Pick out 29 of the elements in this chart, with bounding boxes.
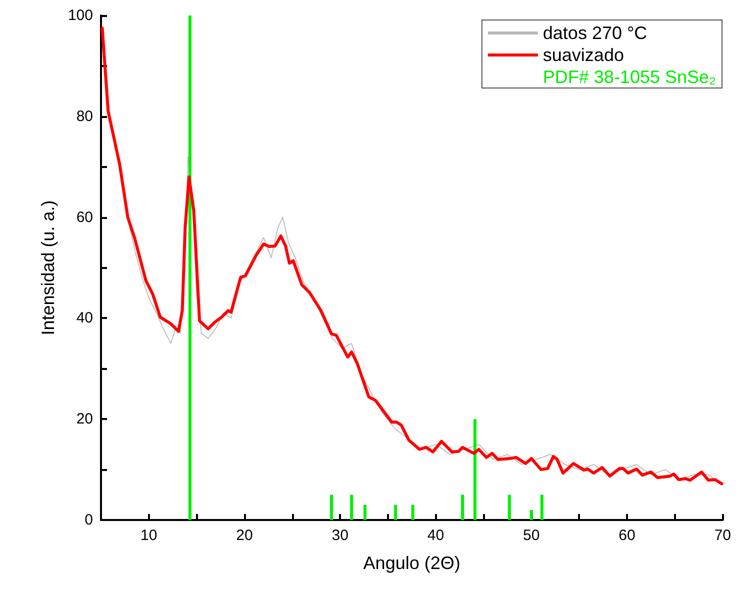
x-tick-label: 20 xyxy=(236,527,253,544)
x-axis-title: Angulo (2Θ) xyxy=(363,553,460,573)
bar xyxy=(330,494,333,520)
x-tick-label: 60 xyxy=(618,527,636,544)
y-tick-label: 0 xyxy=(84,512,93,528)
x-tick-label: 40 xyxy=(427,527,444,544)
y-axis-title: Intensidad (u. a.) xyxy=(38,200,58,336)
y-tick-label: 100 xyxy=(68,7,93,24)
y-tick-label: 60 xyxy=(76,208,93,226)
bar xyxy=(473,419,476,520)
bar xyxy=(530,510,533,520)
text: PDF# 38-1055 SnSe₂ xyxy=(542,67,716,87)
bar xyxy=(540,494,544,520)
x-tick-label: 30 xyxy=(332,527,348,544)
bar xyxy=(363,504,366,520)
bar xyxy=(461,494,464,520)
x-tick-label: 10 xyxy=(140,527,158,544)
y-tick-label: 20 xyxy=(76,410,93,428)
x-tick-label: 50 xyxy=(523,527,540,544)
legend-label: datos 270 °C xyxy=(542,23,648,43)
bar xyxy=(508,494,511,520)
legend-label: suavizado xyxy=(542,45,624,65)
bar xyxy=(394,504,398,520)
x-tick-label: 70 xyxy=(714,527,731,544)
y-tick-label: 40 xyxy=(76,310,93,327)
y-tick-label: 80 xyxy=(76,108,93,125)
bar xyxy=(350,494,354,520)
bar xyxy=(411,504,414,520)
bar xyxy=(188,16,192,520)
